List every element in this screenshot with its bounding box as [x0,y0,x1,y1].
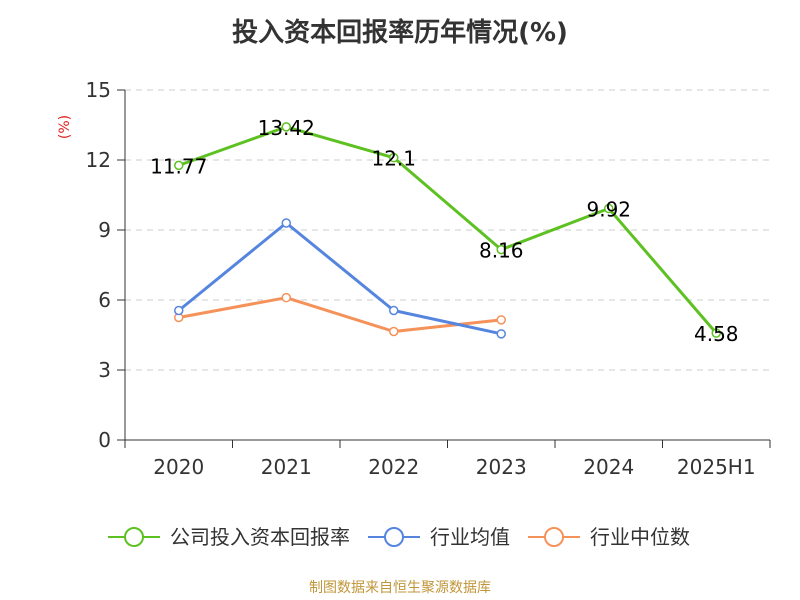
source-note: 制图数据来自恒生聚源数据库 [309,580,491,596]
data-point [174,160,184,171]
data-point [389,326,399,337]
data-label: 9.92 [586,198,631,222]
y-tick-label: 12 [86,148,111,172]
data-point [604,203,614,214]
data-point [496,244,506,255]
data-label: 11.77 [150,154,207,178]
x-tick-label: 2023 [476,455,527,479]
y-tick-label: 9 [98,218,111,242]
legend[interactable]: 公司投入资本回报率 行业均值 行业中位数 [108,525,690,549]
data-point [281,292,291,303]
data-point [174,305,184,316]
legend-label: 公司投入资本回报率 [170,525,350,549]
y-tick-label: 15 [86,78,111,102]
series-line-1 [177,221,502,336]
legend-label: 行业中位数 [590,525,690,549]
series-line-2 [178,296,502,333]
chart-title: 投入资本回报率历年情况(%) [232,18,568,48]
y-tick-label: 0 [98,428,111,452]
x-tick-label: 2022 [368,455,419,479]
x-tick-label: 2025H1 [677,455,756,479]
data-point [281,122,291,132]
legend-item-0[interactable]: 公司投入资本回报率 [108,525,350,549]
legend-item-2[interactable]: 行业中位数 [528,525,690,549]
series-line-0 [178,125,718,335]
data-point [496,329,506,339]
legend-marker [544,527,564,547]
series-layer [174,122,721,339]
data-point [389,152,399,163]
data-label: 12.1 [371,147,416,171]
grid-lines [125,89,770,371]
data-labels: 11.77 13.42 12.1 8.16 9.92 4.58 [150,116,738,346]
x-tick-label: 2024 [583,455,634,479]
x-tick-label: 2021 [261,455,312,479]
y-tick-label: 3 [98,358,111,382]
data-label: 8.16 [479,239,524,263]
axes: 0 3 6 9 12 15 2020 2021 2022 2023 2024 2025H1 [86,78,771,479]
y-tick-label: 6 [98,288,111,312]
data-label: 13.42 [258,116,315,140]
legend-marker [124,527,144,547]
data-point [496,315,506,325]
y-axis-unit: (%) [57,115,73,139]
legend-item-1[interactable]: 行业均值 [368,525,510,549]
x-tick-label: 2020 [153,455,204,479]
legend-marker [384,527,404,547]
data-point [711,328,721,338]
data-point [389,305,399,316]
data-label: 4.58 [694,322,739,346]
legend-label: 行业均值 [430,525,510,549]
data-point [281,218,291,228]
